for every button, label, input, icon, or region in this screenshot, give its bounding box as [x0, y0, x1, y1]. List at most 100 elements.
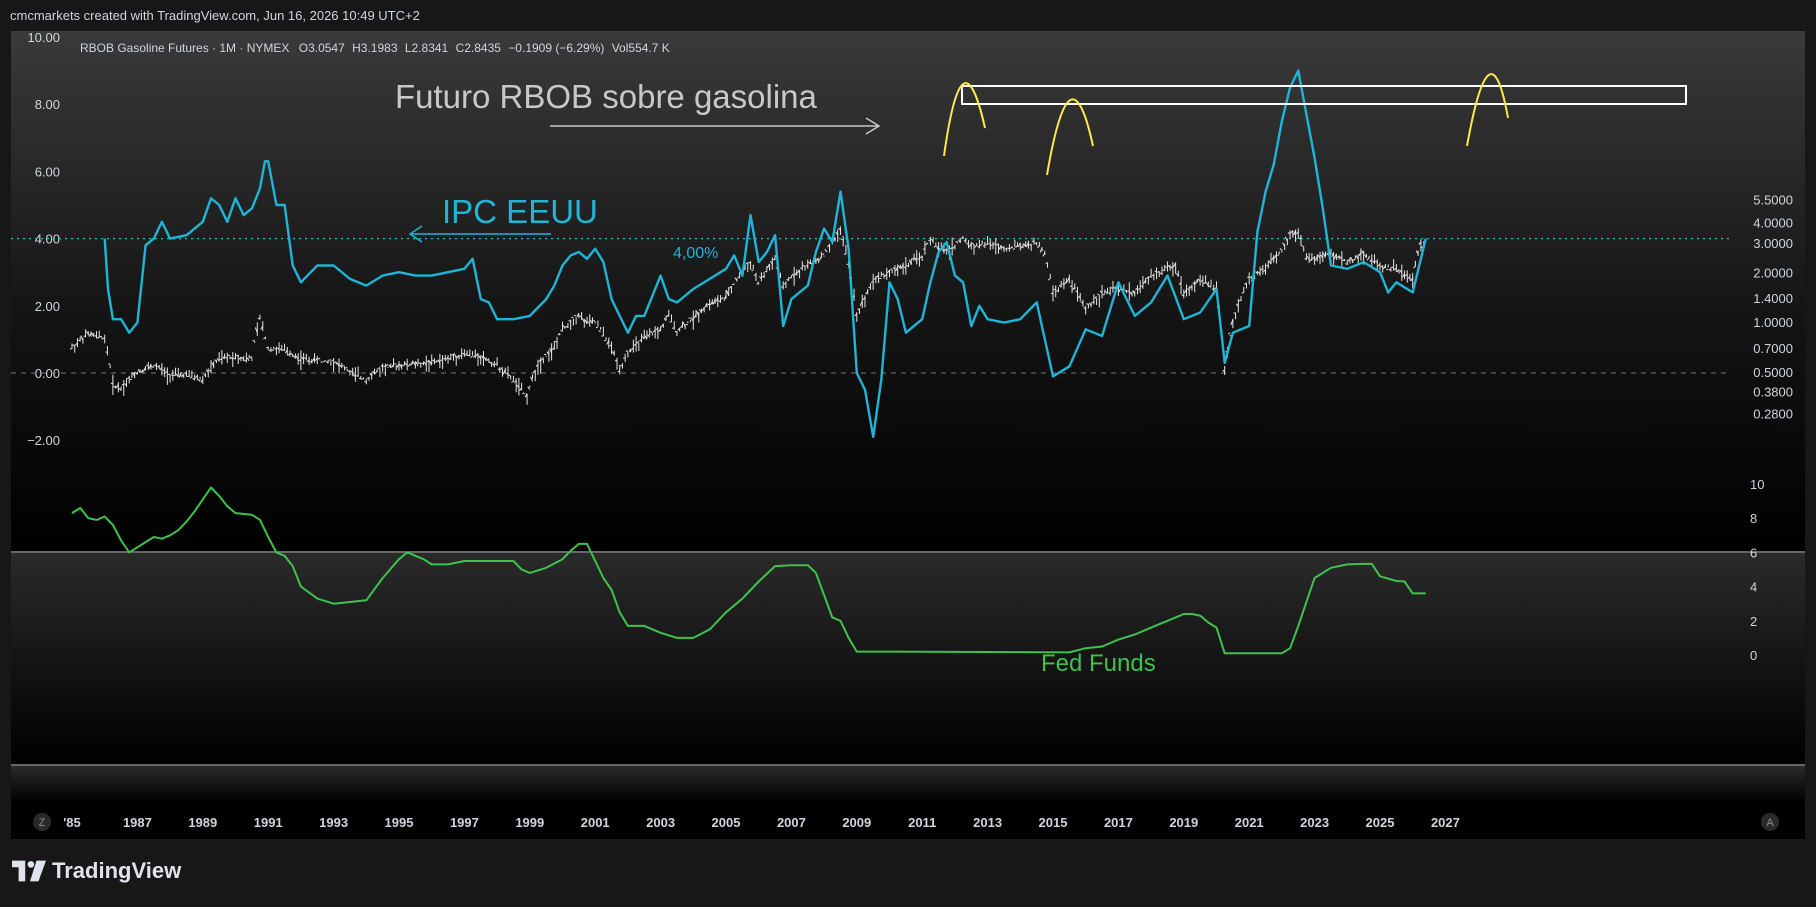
- price-bar-tick: [1047, 278, 1051, 281]
- fed-axis-tick-label: 0: [1750, 648, 1757, 663]
- price-bar-tick: [1260, 268, 1264, 271]
- price-bar-tick: [603, 339, 607, 342]
- price-bar-tick: [753, 273, 757, 277]
- price-bar-tick: [492, 363, 495, 366]
- price-bar-tick: [184, 372, 187, 375]
- price-bar-tick: [895, 266, 899, 272]
- price-bar-tick: [1080, 301, 1084, 304]
- price-bar-tick: [870, 280, 874, 284]
- price-bar-tick: [789, 277, 792, 279]
- price-bar-tick: [682, 321, 686, 327]
- price-bar-tick: [314, 357, 318, 362]
- price-bar-tick: [846, 263, 849, 266]
- a-button[interactable]: [1761, 813, 1779, 831]
- time-axis[interactable]: '85 1987 1989 1991 1993 1995 1997 1999 2001 2003 2…: [63, 815, 1460, 830]
- price-bar-tick: [1363, 254, 1367, 258]
- price-bar-tick: [1342, 258, 1345, 262]
- right-axis-tick-label: 3.0000: [1753, 236, 1793, 251]
- price-bar-tick: [541, 357, 544, 361]
- price-bar-tick: [876, 274, 879, 278]
- price-bar-tick: [868, 286, 871, 289]
- right-axis-tick-label: 1.0000: [1753, 315, 1793, 330]
- price-bar-tick: [410, 361, 414, 366]
- price-bar-tick: [565, 325, 569, 328]
- time-axis-tick-label: 1995: [385, 815, 414, 830]
- close-label: C: [456, 41, 465, 55]
- price-bar-tick: [434, 360, 438, 363]
- legend-row: RBOB Gasoline Futures · 1M · NYMEX O3.05…: [80, 41, 670, 55]
- price-bar-tick: [641, 336, 645, 340]
- price-bar-tick: [1312, 256, 1315, 260]
- price-bar-tick: [914, 257, 918, 262]
- z-button[interactable]: [33, 813, 51, 831]
- price-bar-tick: [841, 238, 844, 241]
- price-bar-tick: [1369, 258, 1373, 263]
- price-bar-tick: [472, 355, 476, 358]
- price-bar-tick: [1295, 231, 1299, 235]
- price-bar-tick: [892, 267, 896, 270]
- price-bar-tick: [132, 372, 136, 377]
- price-bar-tick: [1323, 252, 1326, 258]
- time-axis-tick-label: 2025: [1366, 815, 1395, 830]
- price-bar-tick: [91, 332, 95, 338]
- price-bar-tick: [448, 357, 452, 361]
- price-bar-tick: [720, 296, 724, 300]
- price-bar-tick: [674, 330, 678, 333]
- price-bar-tick: [443, 357, 446, 360]
- price-bar-tick: [121, 384, 124, 386]
- price-bar-tick: [1050, 292, 1054, 295]
- fed-axis-tick-label: 8: [1750, 511, 1757, 526]
- price-bar-tick: [222, 355, 225, 360]
- left-axis-tick-label: 0.00: [35, 366, 60, 381]
- price-bar-tick: [1227, 332, 1231, 335]
- fed-axis-tick-label: 10: [1750, 477, 1764, 492]
- open-value: 3.0547: [308, 41, 345, 55]
- price-bar-tick: [110, 382, 114, 385]
- price-bar-tick: [464, 353, 468, 356]
- price-bar-tick: [1143, 279, 1147, 284]
- fed-funds-line: [71, 486, 1426, 655]
- price-bar-tick: [372, 370, 375, 374]
- price-bar-tick: [195, 375, 198, 379]
- price-bar-tick: [690, 317, 694, 322]
- price-bar-tick: [467, 354, 471, 357]
- price-bar-tick: [257, 317, 261, 320]
- price-bar-tick: [175, 373, 179, 378]
- time-axis-tick-label: 1989: [188, 815, 217, 830]
- price-bar-tick: [1358, 252, 1362, 256]
- price-bar-tick: [729, 285, 732, 289]
- price-bar-tick: [75, 342, 78, 346]
- price-bar-tick: [748, 261, 751, 264]
- right-axis-tick-label: 0.3800: [1753, 385, 1793, 400]
- fed-pane-background: [11, 553, 1805, 764]
- price-bar-tick: [290, 352, 294, 356]
- price-bar-tick: [513, 380, 517, 383]
- price-bar-tick: [925, 242, 929, 246]
- right-axis-tick-label: 4.0000: [1753, 216, 1793, 231]
- price-bar-tick: [546, 351, 550, 355]
- price-bar-tick: [203, 373, 206, 377]
- price-bar-tick: [1094, 295, 1097, 299]
- time-axis-tick-label: 2001: [581, 815, 610, 830]
- price-bar-tick: [1162, 269, 1165, 272]
- price-bar-tick: [197, 379, 201, 382]
- price-bar-tick: [808, 261, 811, 265]
- price-bar-tick: [385, 363, 389, 367]
- price-bar-tick: [404, 362, 408, 366]
- price-bar-tick: [1301, 245, 1304, 247]
- time-axis-tick-label: '85: [63, 815, 81, 830]
- price-bar-tick: [178, 372, 182, 378]
- price-bar-tick: [279, 348, 283, 351]
- price-bar-tick: [1007, 247, 1010, 250]
- price-bar-tick: [211, 362, 215, 367]
- tradingview-logo[interactable]: TradingView: [12, 858, 181, 884]
- price-bar-tick: [235, 354, 239, 357]
- price-bar-tick: [440, 359, 443, 362]
- price-bar-tick: [660, 323, 664, 328]
- reference-lines: [11, 238, 1730, 374]
- price-bar-tick: [1396, 268, 1400, 273]
- peak-arch-2022: [1466, 73, 1509, 147]
- price-bar-tick: [124, 383, 127, 386]
- price-bar-tick: [1105, 291, 1108, 295]
